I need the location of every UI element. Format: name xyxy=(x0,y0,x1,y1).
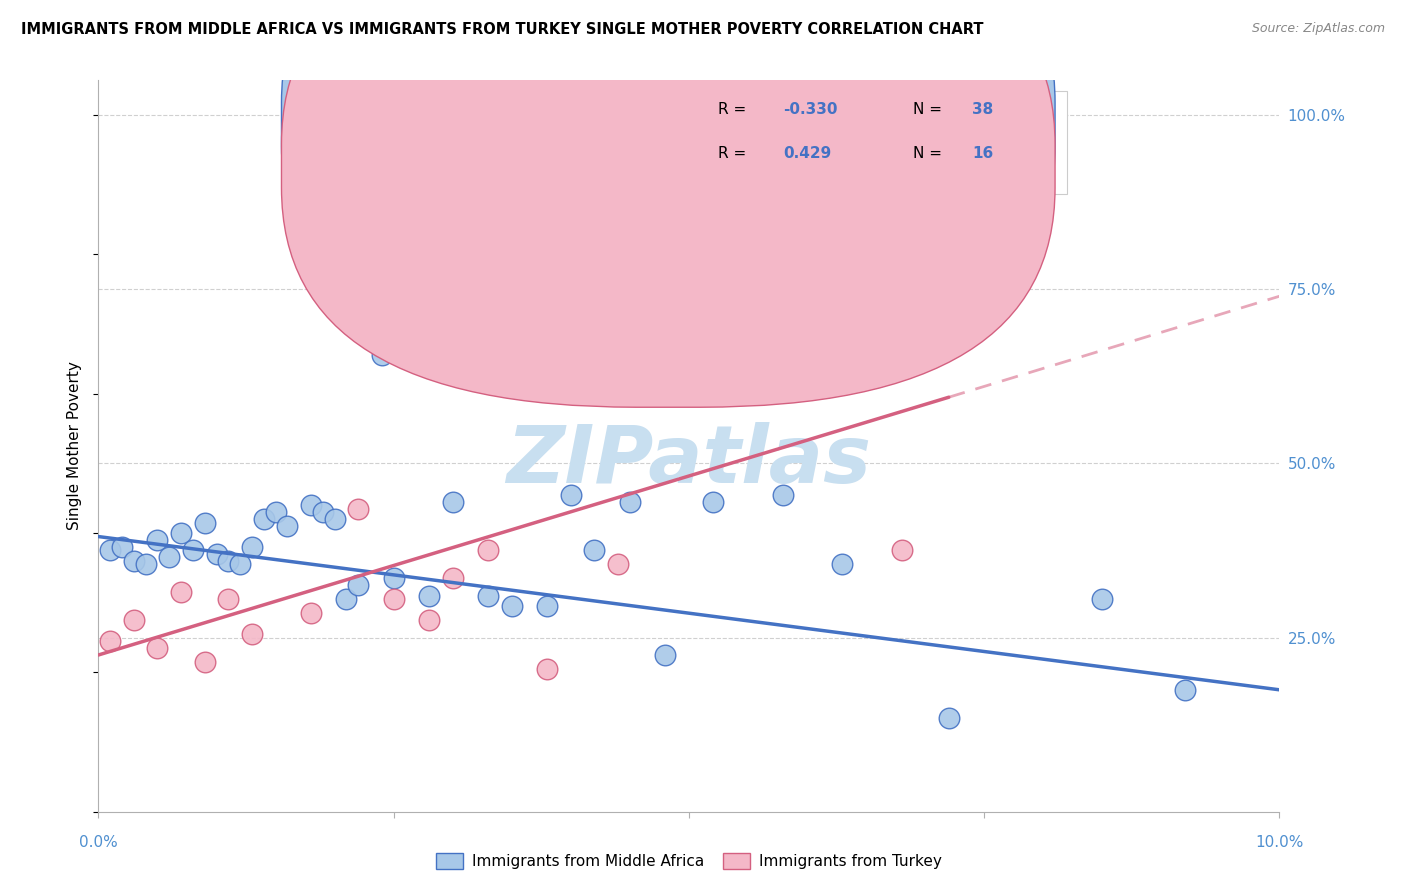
Point xyxy=(122,554,145,568)
Point xyxy=(217,554,239,568)
Point xyxy=(441,571,464,585)
Point xyxy=(382,592,405,607)
Point xyxy=(418,613,440,627)
Point xyxy=(772,488,794,502)
Point xyxy=(146,640,169,655)
Point xyxy=(501,599,523,614)
Point xyxy=(536,599,558,614)
Point xyxy=(240,627,263,641)
Point xyxy=(299,606,322,620)
Point xyxy=(157,550,180,565)
Point xyxy=(831,558,853,572)
Text: IMMIGRANTS FROM MIDDLE AFRICA VS IMMIGRANTS FROM TURKEY SINGLE MOTHER POVERTY CO: IMMIGRANTS FROM MIDDLE AFRICA VS IMMIGRA… xyxy=(21,22,984,37)
Point xyxy=(382,571,405,585)
Point xyxy=(654,648,676,662)
Text: Source: ZipAtlas.com: Source: ZipAtlas.com xyxy=(1251,22,1385,36)
Point xyxy=(98,634,121,648)
Point xyxy=(205,547,228,561)
Text: 16: 16 xyxy=(973,146,994,161)
Point xyxy=(194,655,217,669)
Legend: Immigrants from Middle Africa, Immigrants from Turkey: Immigrants from Middle Africa, Immigrant… xyxy=(429,847,949,875)
Point xyxy=(583,543,606,558)
Point xyxy=(477,589,499,603)
Point xyxy=(347,501,370,516)
Point xyxy=(536,662,558,676)
Point xyxy=(170,585,193,599)
Point xyxy=(371,348,394,362)
Bar xyxy=(619,91,1067,194)
Point xyxy=(702,494,724,508)
Point xyxy=(619,494,641,508)
Text: ZIPatlas: ZIPatlas xyxy=(506,422,872,500)
Point xyxy=(299,498,322,512)
Point xyxy=(122,613,145,627)
Point xyxy=(146,533,169,547)
Point xyxy=(111,540,134,554)
Point xyxy=(607,558,630,572)
Point xyxy=(217,592,239,607)
Point xyxy=(240,540,263,554)
Text: R =: R = xyxy=(718,102,752,117)
Point xyxy=(264,505,287,519)
Point xyxy=(98,543,121,558)
FancyBboxPatch shape xyxy=(281,0,1054,366)
Point xyxy=(194,516,217,530)
Point xyxy=(253,512,276,526)
Point xyxy=(229,558,252,572)
Text: N =: N = xyxy=(914,102,948,117)
FancyBboxPatch shape xyxy=(281,0,1054,408)
Point xyxy=(347,578,370,592)
Point xyxy=(560,488,582,502)
Point xyxy=(1091,592,1114,607)
Point xyxy=(335,592,357,607)
Text: -0.330: -0.330 xyxy=(783,102,838,117)
Point xyxy=(418,589,440,603)
Point xyxy=(135,558,157,572)
Text: 10.0%: 10.0% xyxy=(1256,836,1303,850)
Text: 0.429: 0.429 xyxy=(783,146,832,161)
Point xyxy=(276,519,298,533)
Point xyxy=(312,505,335,519)
Point xyxy=(1174,682,1197,697)
Text: 0.0%: 0.0% xyxy=(79,836,118,850)
Y-axis label: Single Mother Poverty: Single Mother Poverty xyxy=(67,361,83,531)
Text: 38: 38 xyxy=(973,102,994,117)
Point xyxy=(441,494,464,508)
Point xyxy=(938,711,960,725)
Point xyxy=(890,543,912,558)
Point xyxy=(181,543,204,558)
Point xyxy=(418,108,440,122)
Point xyxy=(170,526,193,541)
Text: R =: R = xyxy=(718,146,756,161)
Point xyxy=(323,512,346,526)
Text: N =: N = xyxy=(914,146,948,161)
Point xyxy=(477,543,499,558)
